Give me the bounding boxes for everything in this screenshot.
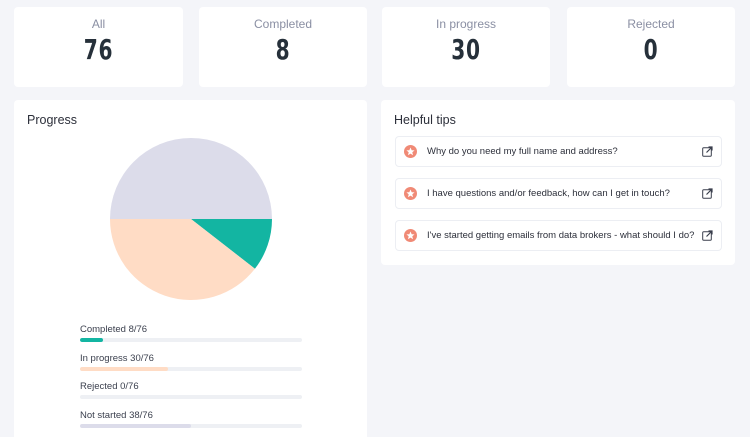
stat-card-rejected: Rejected 0: [567, 7, 735, 87]
stat-card-all: All 76: [14, 7, 183, 87]
external-link-icon[interactable]: [702, 146, 713, 157]
stat-value: 8: [275, 33, 291, 66]
progress-label: Not started 38/76: [80, 410, 153, 421]
panel-title: Helpful tips: [394, 113, 456, 127]
pie-slice-not-started: [110, 138, 272, 219]
stat-value: 0: [643, 33, 659, 66]
external-link-icon[interactable]: [702, 188, 713, 199]
stat-card-completed: Completed 8: [199, 7, 367, 87]
progress-row-not-started: Not started 38/76: [80, 409, 302, 428]
progress-fill: [80, 367, 168, 371]
stat-label: In progress: [435, 17, 497, 31]
progress-label: Completed 8/76: [80, 324, 148, 335]
progress-row-in-progress: In progress 30/76: [80, 352, 302, 371]
tip-item[interactable]: I have questions and/or feedback, how ca…: [395, 178, 722, 209]
star-icon: [404, 145, 417, 158]
progress-label: In progress 30/76: [80, 353, 154, 364]
tip-text: Why do you need my full name and address…: [427, 146, 618, 157]
stat-label: All: [91, 17, 106, 31]
stat-value: 76: [83, 33, 114, 66]
progress-track: [80, 367, 302, 371]
stat-value: 30: [451, 33, 481, 66]
progress-label: Rejected 0/76: [80, 381, 139, 392]
progress-row-completed: Completed 8/76: [80, 323, 302, 342]
star-icon: [404, 187, 417, 200]
progress-pie-chart: [110, 138, 272, 300]
panel-title: Progress: [27, 113, 78, 127]
stat-label: Rejected: [627, 17, 675, 31]
star-icon: [404, 229, 417, 242]
tip-text: I've started getting emails from data br…: [427, 230, 695, 241]
progress-fill: [80, 338, 104, 342]
progress-track: [80, 395, 302, 399]
tip-text: I have questions and/or feedback, how ca…: [427, 188, 670, 199]
progress-fill: [80, 424, 191, 428]
progress-track: [80, 424, 302, 428]
external-link-icon[interactable]: [702, 230, 713, 241]
stat-card-in-progress: In progress 30: [382, 7, 550, 87]
progress-track: [80, 338, 302, 342]
pie-slice-in-progress: [110, 219, 255, 300]
progress-row-rejected: Rejected 0/76: [80, 380, 302, 399]
tip-item[interactable]: Why do you need my full name and address…: [395, 136, 722, 167]
pie-slice-completed: [191, 219, 272, 269]
stat-label: Completed: [253, 17, 313, 31]
helpful-tips-panel: Helpful tips Why do you need my full nam…: [381, 100, 735, 265]
tip-item[interactable]: I've started getting emails from data br…: [395, 220, 722, 251]
